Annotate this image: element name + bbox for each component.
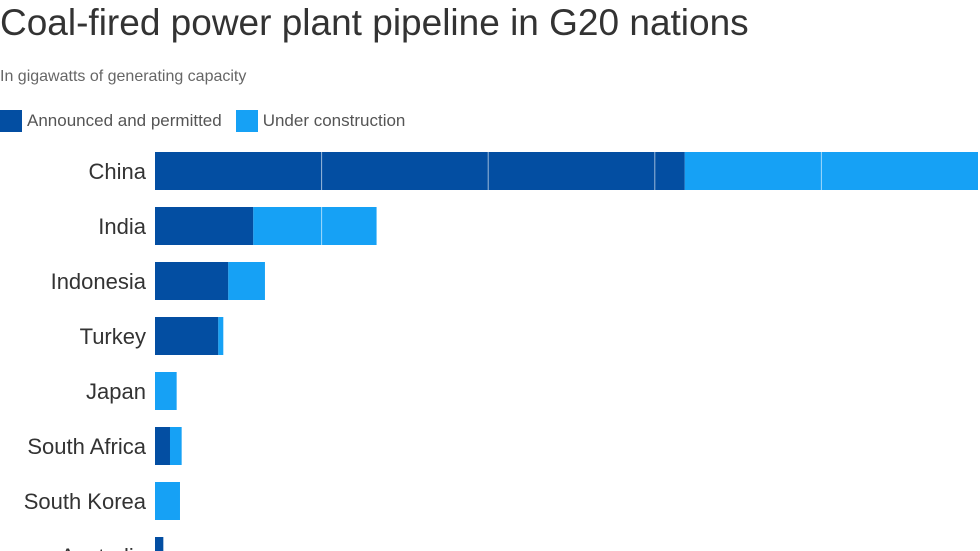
category-label-india: India — [98, 214, 146, 239]
bar-japan-under-construction — [155, 372, 177, 410]
bar-india-announced-and-permitted — [155, 207, 254, 245]
bar-indonesia-announced-and-permitted — [155, 262, 229, 300]
legend-item-construction: Under construction — [235, 110, 406, 132]
category-label-australia: Australia — [60, 544, 146, 551]
legend-item-announced: Announced and permitted — [0, 110, 222, 132]
bar-indonesia-under-construction — [228, 262, 265, 300]
legend-label-announced: Announced and permitted — [27, 111, 222, 130]
bar-row-turkey: Turkey — [80, 317, 224, 355]
chart-subtitle: In gigawatts of generating capacity — [0, 68, 247, 85]
bar-row-australia: Australia — [60, 537, 164, 551]
bar-row-japan: Japan — [86, 372, 177, 410]
bar-row-south-korea: South Korea — [24, 482, 180, 520]
legend: Announced and permitted Under constructi… — [0, 110, 419, 132]
category-label-south-africa: South Africa — [27, 434, 146, 459]
category-label-south-korea: South Korea — [24, 489, 147, 514]
category-label-indonesia: Indonesia — [51, 269, 147, 294]
bar-south-africa-under-construction — [169, 427, 182, 465]
bar-row-china: China — [89, 152, 978, 190]
bar-south-africa-announced-and-permitted — [155, 427, 170, 465]
legend-swatch-announced — [0, 110, 22, 132]
bar-row-south-africa: South Africa — [27, 427, 182, 465]
bar-row-indonesia: Indonesia — [51, 262, 265, 300]
bar-china-announced-and-permitted — [155, 152, 685, 190]
category-label-turkey: Turkey — [80, 324, 146, 349]
category-label-china: China — [89, 159, 147, 184]
bar-turkey-announced-and-permitted — [155, 317, 219, 355]
chart-title: Coal-fired power plant pipeline in G20 n… — [0, 2, 749, 43]
bar-india-under-construction — [253, 207, 377, 245]
bar-south-korea-under-construction — [155, 482, 180, 520]
legend-label-construction: Under construction — [262, 111, 406, 130]
legend-swatch-construction — [235, 110, 258, 132]
bar-turkey-under-construction — [218, 317, 224, 355]
bar-row-india: India — [98, 207, 377, 245]
category-label-japan: Japan — [86, 379, 146, 404]
bar-australia-announced-and-permitted — [155, 537, 164, 551]
bar-china-under-construction — [684, 152, 978, 190]
